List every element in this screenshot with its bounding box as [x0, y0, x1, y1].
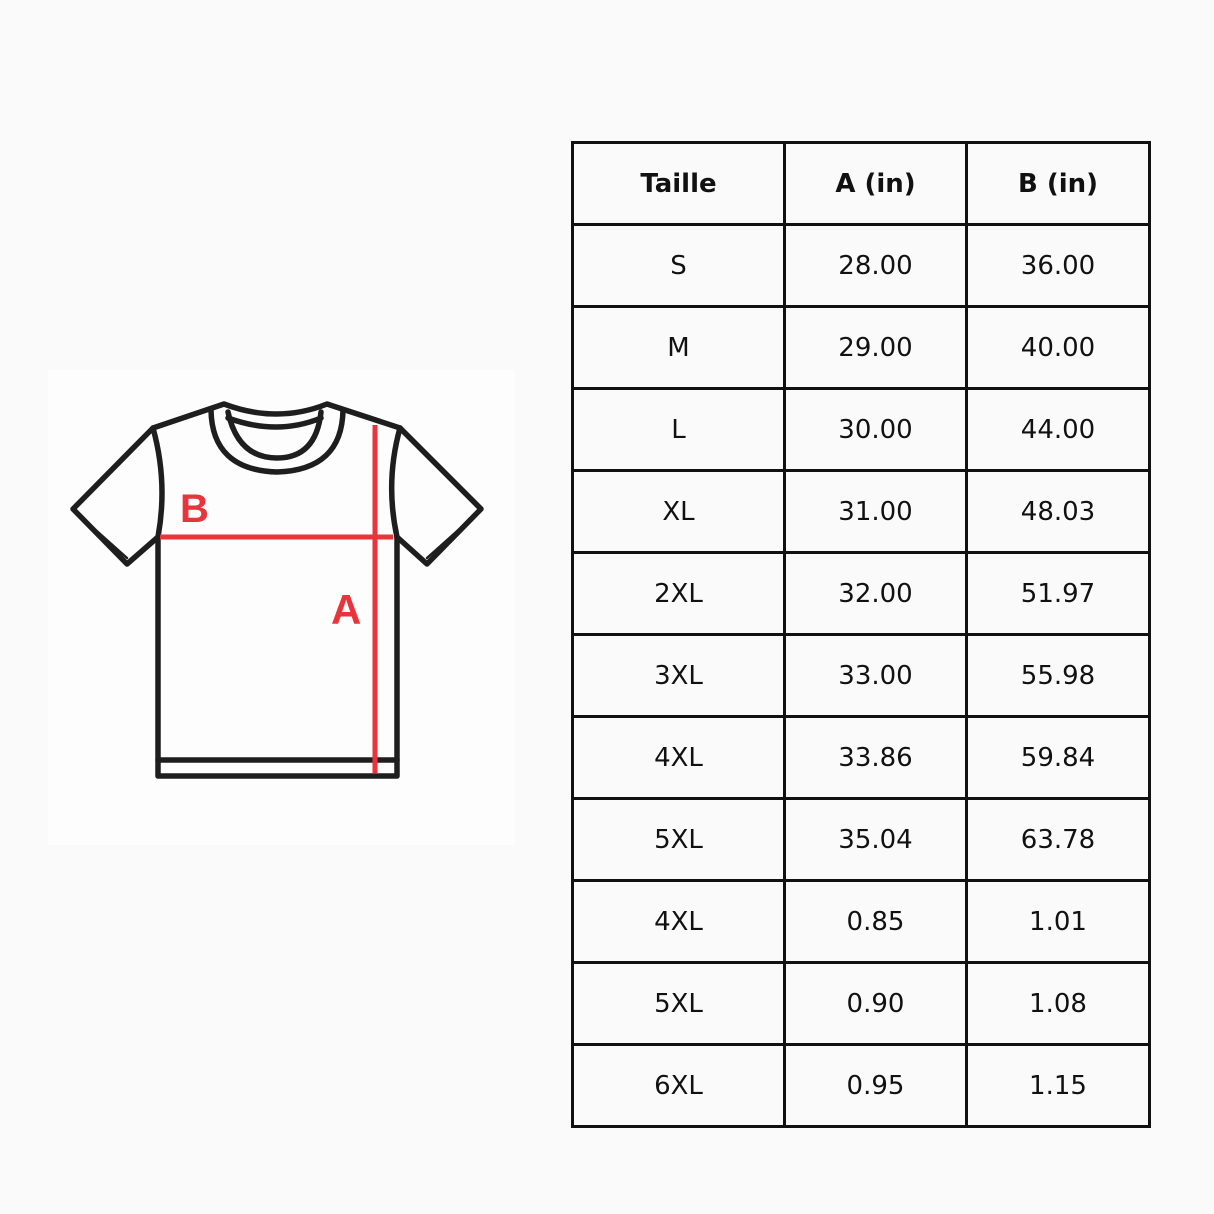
label-b: B — [180, 487, 209, 531]
table-row: L 30.00 44.00 — [571, 387, 1151, 472]
b-cell: 40.00 — [965, 305, 1151, 390]
tshirt-shoulders — [150, 401, 403, 431]
tshirt-right-cuff — [425, 514, 476, 560]
tshirt-right-armhole — [388, 425, 403, 540]
b-cell: 1.01 — [965, 879, 1151, 964]
size-cell: 4XL — [571, 879, 786, 964]
size-cell: S — [571, 223, 786, 308]
size-cell: M — [571, 305, 786, 390]
a-cell: 28.00 — [783, 223, 968, 308]
table-row: 4XL 33.86 59.84 — [571, 715, 1151, 800]
size-cell: 6XL — [571, 1043, 786, 1128]
b-cell: 55.98 — [965, 633, 1151, 718]
table-header-row: Taille A (in) B (in) — [571, 141, 1151, 226]
table-row: S 28.00 36.00 — [571, 223, 1151, 308]
size-cell: 2XL — [571, 551, 786, 636]
tshirt-left-armhole — [150, 425, 165, 540]
a-cell: 31.00 — [783, 469, 968, 554]
header-b: B (in) — [965, 141, 1151, 226]
a-cell: 0.85 — [783, 879, 968, 964]
table-row: 5XL 35.04 63.78 — [571, 797, 1151, 882]
b-cell: 1.08 — [965, 961, 1151, 1046]
size-cell: 4XL — [571, 715, 786, 800]
tshirt-left-cuff — [78, 514, 129, 560]
a-cell: 33.00 — [783, 633, 968, 718]
measurement-lines — [160, 425, 393, 773]
b-cell: 1.15 — [965, 1043, 1151, 1128]
b-cell: 59.84 — [965, 715, 1151, 800]
b-cell: 63.78 — [965, 797, 1151, 882]
tshirt-diagram-panel — [48, 370, 515, 845]
tshirt-collar-inner — [225, 409, 324, 461]
b-cell: 51.97 — [965, 551, 1151, 636]
size-cell: L — [571, 387, 786, 472]
header-size: Taille — [571, 141, 786, 226]
header-a: A (in) — [783, 141, 968, 226]
a-cell: 0.95 — [783, 1043, 968, 1128]
size-cell: 5XL — [571, 797, 786, 882]
tshirt-left-sleeve — [70, 425, 161, 567]
size-cell: XL — [571, 469, 786, 554]
a-cell: 30.00 — [783, 387, 968, 472]
tshirt-outline-icon — [70, 401, 484, 779]
b-cell: 36.00 — [965, 223, 1151, 308]
size-cell: 3XL — [571, 633, 786, 718]
tshirt-right-sleeve — [394, 425, 484, 567]
table-row: 3XL 33.00 55.98 — [571, 633, 1151, 718]
b-cell: 48.03 — [965, 469, 1151, 554]
tshirt-body — [155, 534, 400, 779]
table-row: 4XL 0.85 1.01 — [571, 879, 1151, 964]
tshirt-collar-band — [225, 415, 324, 430]
label-a: A — [331, 586, 361, 633]
table-row: M 29.00 40.00 — [571, 305, 1151, 390]
table-row: 5XL 0.90 1.08 — [571, 961, 1151, 1046]
size-chart-table: Taille A (in) B (in) S 28.00 36.00 M 29.00 40… — [571, 141, 1151, 1128]
table-row: XL 31.00 48.03 — [571, 469, 1151, 554]
table-row: 2XL 32.00 51.97 — [571, 551, 1151, 636]
table-row: 6XL 0.95 1.15 — [571, 1043, 1151, 1128]
size-cell: 5XL — [571, 961, 786, 1046]
a-cell: 32.00 — [783, 551, 968, 636]
a-cell: 33.86 — [783, 715, 968, 800]
a-cell: 35.04 — [783, 797, 968, 882]
b-cell: 44.00 — [965, 387, 1151, 472]
tshirt-collar-outer — [208, 407, 346, 475]
a-cell: 0.90 — [783, 961, 968, 1046]
a-cell: 29.00 — [783, 305, 968, 390]
